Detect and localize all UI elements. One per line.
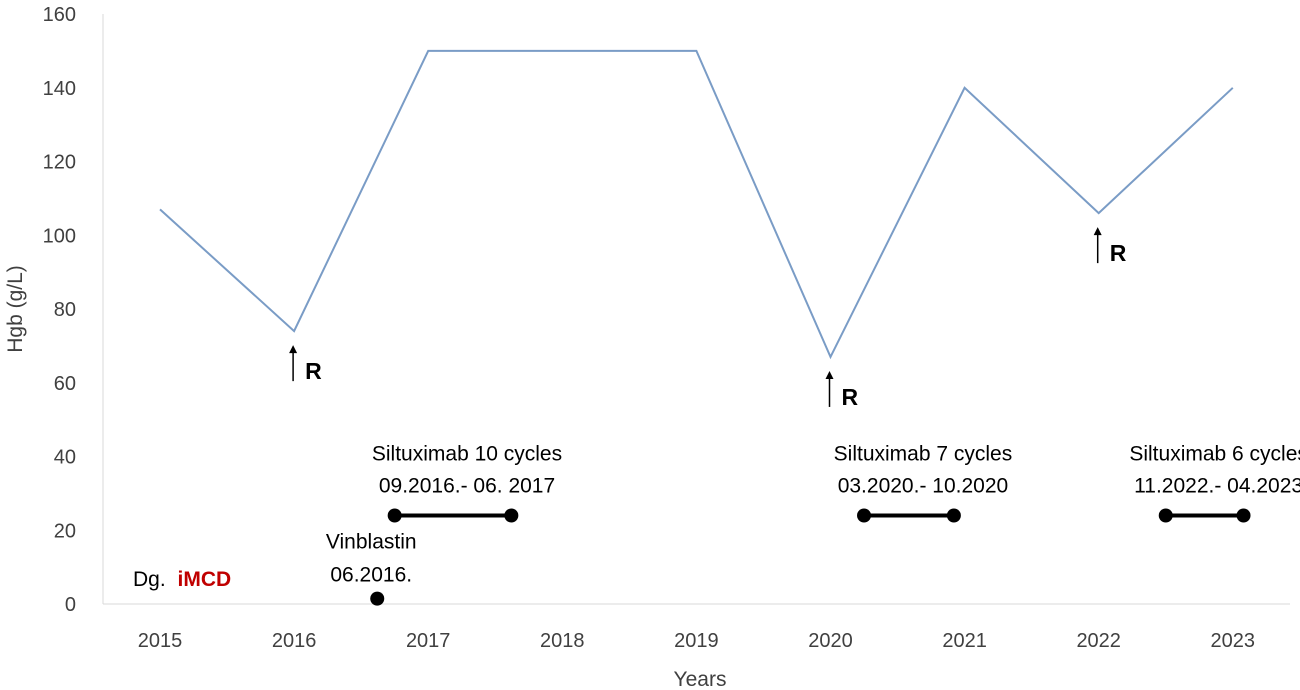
relapse-label: R: [305, 358, 322, 384]
x-tick-label: 2017: [406, 630, 451, 652]
x-tick-labels: 2015 2016 2017 2018 2019 2020 2021 2022 2023: [138, 630, 1255, 652]
treatment-label: Siltuximab 10 cycles: [372, 443, 562, 466]
relapse-arrow-head: [289, 345, 298, 354]
relapse-markers: R R R: [289, 227, 1127, 410]
x-tick-label: 2023: [1211, 630, 1256, 652]
y-tick-label: 140: [43, 78, 76, 100]
treatment-label: Vinblastin: [326, 531, 417, 554]
y-tick-label: 60: [54, 373, 76, 395]
relapse-label: R: [1110, 240, 1127, 266]
relapse-label: R: [842, 384, 859, 410]
y-axis-title: Hgb (g/L): [4, 265, 27, 353]
treatment-start-dot: [857, 508, 872, 523]
treatment-label: Siltuximab 7 cycles: [834, 443, 1013, 466]
diagnosis-emphasis: iMCD: [178, 568, 232, 591]
x-tick-label: 2021: [942, 630, 987, 652]
x-tick-label: 2020: [808, 630, 853, 652]
series-line: [159, 49, 1234, 360]
y-tick-label: 80: [54, 299, 76, 321]
treatment-end-dot: [1236, 508, 1251, 523]
relapse-arrow-head: [1093, 227, 1102, 236]
y-tick-label: 40: [54, 447, 76, 469]
treatment-label: 06.2016.: [330, 564, 412, 587]
diagnosis-prefix: Dg.: [133, 568, 166, 591]
x-tick-label: 2015: [138, 630, 183, 652]
y-tick-label: 120: [43, 152, 76, 174]
x-tick-label: 2018: [540, 630, 585, 652]
treatment-point-dot: [370, 591, 385, 606]
treatment-end-dot: [504, 508, 519, 523]
treatment-label: Siltuximab 6 cycles: [1129, 443, 1300, 466]
treatment-start-dot: [387, 508, 402, 523]
treatment-annotations: Vinblastin 06.2016. Siltuximab 10 cycles 09…: [326, 443, 1300, 606]
diagnosis-label: Dg. iMCD: [133, 568, 231, 591]
x-tick-label: 2019: [674, 630, 719, 652]
treatment-label: 03.2020.- 10.2020: [838, 475, 1008, 498]
y-tick-labels: 0 20 40 60 80 100 120 140 160: [43, 4, 76, 616]
x-tick-label: 2016: [272, 630, 317, 652]
treatment-label: 09.2016.- 06. 2017: [379, 475, 555, 498]
series-group: [159, 49, 1234, 360]
y-tick-label: 160: [43, 4, 76, 26]
x-axis-title: Years: [674, 668, 727, 690]
y-tick-label: 100: [43, 225, 76, 247]
y-tick-label: 20: [54, 520, 76, 542]
y-tick-label: 0: [65, 594, 76, 616]
relapse-arrow-head: [825, 370, 834, 379]
treatment-label: 11.2022.- 04.2023: [1134, 475, 1300, 498]
treatment-start-dot: [1158, 508, 1173, 523]
treatment-end-dot: [946, 508, 961, 523]
x-tick-label: 2022: [1076, 630, 1121, 652]
